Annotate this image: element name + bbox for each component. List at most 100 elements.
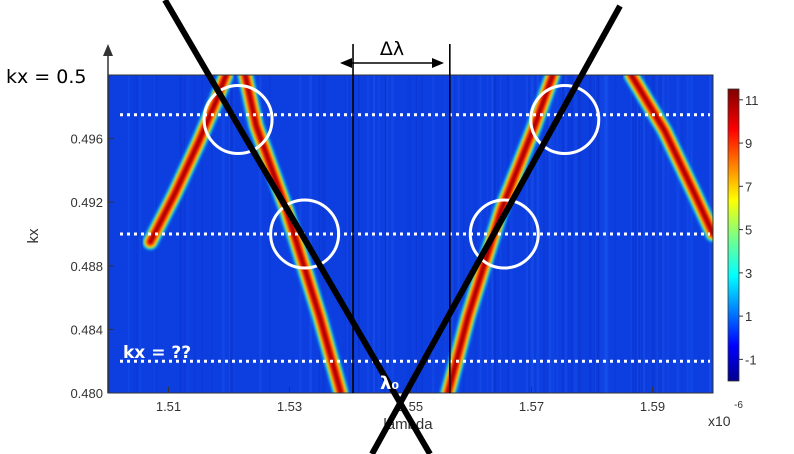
texture-stripe	[348, 75, 350, 393]
texture-stripe	[685, 75, 687, 393]
band-4	[630, 75, 713, 235]
band-3	[447, 75, 554, 393]
highlight-circle	[269, 198, 341, 270]
colorbar-tick-label: 7	[745, 179, 752, 194]
texture-stripe	[570, 75, 573, 393]
texture-stripe	[179, 75, 182, 393]
texture-stripe	[641, 75, 644, 393]
x-multiplier-label: x10	[708, 413, 731, 429]
delta-lambda-arrow	[340, 58, 444, 68]
texture-stripe	[656, 75, 659, 393]
texture-stripe	[602, 75, 604, 393]
texture-stripe	[451, 75, 454, 393]
dotted-line-group	[120, 113, 710, 363]
texture-stripe	[642, 75, 645, 393]
texture-stripe	[227, 75, 229, 393]
texture-stripe	[593, 75, 595, 393]
texture-stripe	[444, 75, 447, 393]
texture-stripe	[531, 75, 534, 393]
texture-stripe	[318, 75, 321, 393]
delta-lambda-label: Δλ	[380, 38, 404, 60]
texture-stripe	[391, 75, 394, 393]
y-tick-label: 0.488	[70, 259, 103, 274]
texture-stripe	[453, 75, 455, 393]
colorbar-tick-label: 3	[745, 266, 752, 281]
texture-stripe	[378, 75, 380, 393]
y-tick-label: 0.496	[70, 132, 103, 147]
texture-stripe	[594, 75, 596, 393]
texture-stripe	[384, 75, 387, 393]
texture-stripe	[552, 75, 555, 393]
texture-stripe	[677, 75, 680, 393]
highlight-circle	[529, 84, 601, 156]
texture-stripe	[578, 75, 581, 393]
texture-stripe	[187, 75, 190, 393]
texture-stripe	[201, 75, 203, 393]
lambda0-label: λ₀	[380, 373, 399, 394]
texture-stripe	[479, 75, 482, 393]
colorbar	[727, 88, 740, 382]
texture-stripe	[432, 75, 435, 393]
texture-stripe	[657, 75, 659, 393]
y-tick-label: 0.492	[70, 195, 103, 210]
colorbar-tick-label: -1	[745, 352, 757, 367]
texture-stripe	[636, 75, 639, 393]
texture-stripe	[643, 75, 646, 393]
texture-stripe	[221, 75, 225, 393]
texture-stripe	[193, 75, 196, 393]
texture-stripe	[108, 75, 111, 393]
texture-stripe	[230, 75, 234, 393]
texture-stripe	[641, 75, 644, 393]
x-tick-label: 1.59	[640, 399, 665, 414]
texture-stripe	[661, 75, 665, 393]
texture-stripe	[685, 75, 688, 393]
y-axis-arrow	[103, 44, 113, 56]
texture-stripe	[549, 75, 552, 393]
texture-stripe	[634, 75, 637, 393]
x-tick-label: 1.51	[156, 399, 181, 414]
texture-stripe	[601, 75, 604, 393]
texture-stripe	[634, 75, 636, 393]
x-multiplier-exponent: -6	[734, 400, 743, 411]
colorbar-tick-label: 11	[745, 93, 759, 108]
circle-group	[202, 84, 601, 270]
colorbar-tick-group: -1 1 3 5 7 9 11	[739, 93, 759, 367]
texture-stripe	[599, 75, 602, 393]
texture-stripe	[605, 75, 609, 393]
x-tick-label: 1.53	[277, 399, 302, 414]
texture-stripe	[447, 75, 450, 393]
texture-stripe	[676, 75, 679, 393]
texture-stripe	[543, 75, 545, 393]
colorbar-tick-label: 5	[745, 223, 752, 238]
texture-stripe	[605, 75, 608, 393]
kx-top-label: kx = 0.5	[6, 66, 86, 88]
texture-stripe	[690, 75, 693, 393]
texture-stripe	[139, 75, 143, 393]
texture-stripe	[108, 75, 111, 393]
texture-stripe	[228, 75, 230, 393]
texture-stripe	[474, 75, 477, 393]
y-tick-label: 0.484	[70, 322, 103, 337]
y-tick-label: 0.480	[70, 386, 103, 401]
texture-stripe	[347, 75, 349, 393]
band-layer	[142, 75, 713, 393]
kx-unknown-label: kx = ??	[123, 343, 191, 363]
colorbar-tick-label: 1	[745, 309, 752, 324]
texture-stripe	[614, 75, 617, 393]
texture-stripe	[556, 75, 559, 393]
x-tick-label: 1.57	[519, 399, 544, 414]
texture-stripe	[447, 75, 450, 393]
x-axis-label: lambda	[383, 416, 433, 433]
cross-line-left	[162, 0, 433, 454]
texture-stripe	[530, 75, 532, 393]
colorbar-tick-label: 9	[745, 136, 752, 151]
highlight-circle	[202, 84, 274, 156]
y-axis-label: kx	[25, 228, 42, 244]
texture-stripe	[353, 75, 355, 393]
texture-stripe	[230, 75, 233, 393]
texture-stripe	[510, 75, 513, 393]
texture-stripe	[564, 75, 567, 393]
vertical-line-group	[352, 44, 451, 393]
